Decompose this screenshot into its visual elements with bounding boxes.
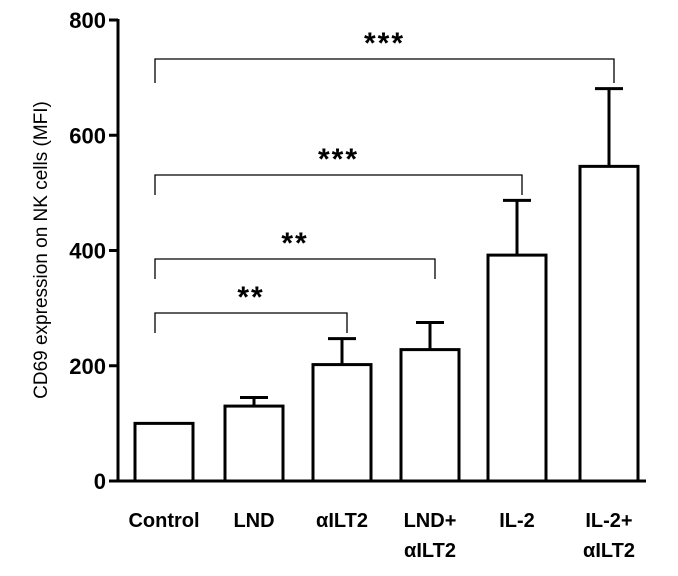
- x-categories: Control LND αILT2 LND+ αILT2 IL-2 IL-2+ αILT2: [128, 510, 635, 562]
- x-category-label: LND+: [404, 510, 457, 532]
- bar: [223, 404, 285, 483]
- y-tick-label: 200: [69, 354, 106, 379]
- bar: [399, 348, 461, 483]
- significance-bracket: [154, 312, 348, 333]
- significance-label: **: [281, 227, 308, 260]
- bar: [486, 253, 548, 483]
- x-category-label: IL-2: [499, 510, 535, 532]
- bar: [578, 164, 640, 483]
- y-tick-label: 800: [69, 8, 106, 33]
- y-axis-label: CD69 expression on NK cells (MFI): [31, 101, 52, 399]
- significance-label: **: [237, 281, 264, 314]
- significance-label: ***: [318, 143, 359, 176]
- error-bars: [240, 87, 623, 407]
- y-ticks: 0 200 400 600 800: [69, 8, 118, 494]
- y-tick-label: 0: [94, 469, 106, 494]
- significance-label: ***: [364, 27, 405, 60]
- bar: [133, 421, 195, 483]
- x-category-label: αILT2: [404, 540, 456, 562]
- y-tick-label: 400: [69, 239, 106, 264]
- y-tick-label: 600: [69, 123, 106, 148]
- axes: [116, 19, 646, 483]
- x-category-label: IL-2+: [585, 510, 632, 532]
- x-category-label: LND: [233, 510, 274, 532]
- significance-brackets: **********: [154, 27, 615, 333]
- x-category-label: αILT2: [583, 540, 635, 562]
- significance-bracket: [154, 258, 436, 279]
- significance-bracket: [154, 58, 615, 83]
- bar: [311, 363, 373, 483]
- significance-bracket: [154, 174, 523, 195]
- x-category-label: αILT2: [316, 510, 368, 532]
- bars: [133, 164, 640, 483]
- x-category-label: Control: [128, 510, 199, 532]
